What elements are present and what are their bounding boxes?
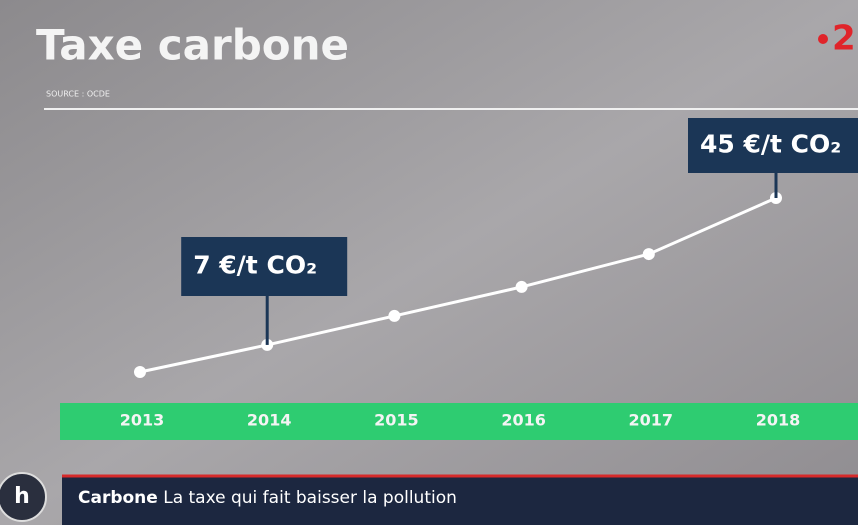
x-tick-label: 2018 [756, 411, 801, 430]
label-box [181, 237, 348, 296]
ticker-headline: La taxe qui fait baisser la pollution [163, 488, 457, 508]
ticker-text: Carbone La taxe qui fait baisser la poll… [78, 488, 457, 508]
channel-logo: 2 [832, 19, 856, 59]
channel-dot [818, 34, 828, 44]
ticker-topic: Carbone [78, 488, 158, 508]
x-tick-label: 2014 [247, 411, 292, 430]
label-box [688, 118, 858, 173]
x-tick-label: 2016 [501, 411, 546, 430]
value-label: 45 €/t CO₂ [700, 130, 841, 159]
x-tick-label: 2015 [374, 411, 419, 430]
plot: 2013 2014 2015 2016 2017 2018 7 €/t CO₂ 45 €/t … [120, 118, 858, 430]
ticker-logo: h [14, 484, 30, 509]
source: SOURCE : OCDE [46, 90, 110, 99]
point [515, 280, 528, 293]
chart-title: Taxe carbone [36, 21, 349, 70]
line [139, 196, 777, 374]
year-band [60, 403, 858, 440]
point [642, 248, 655, 261]
x-tick-label: 2013 [120, 411, 165, 430]
ticker-logo-circle [0, 472, 47, 522]
value-label: 7 €/t CO₂ [193, 251, 317, 280]
x-tick-label: 2017 [629, 411, 674, 430]
point [134, 366, 146, 378]
point [388, 309, 401, 322]
ticker-bar [62, 475, 858, 525]
